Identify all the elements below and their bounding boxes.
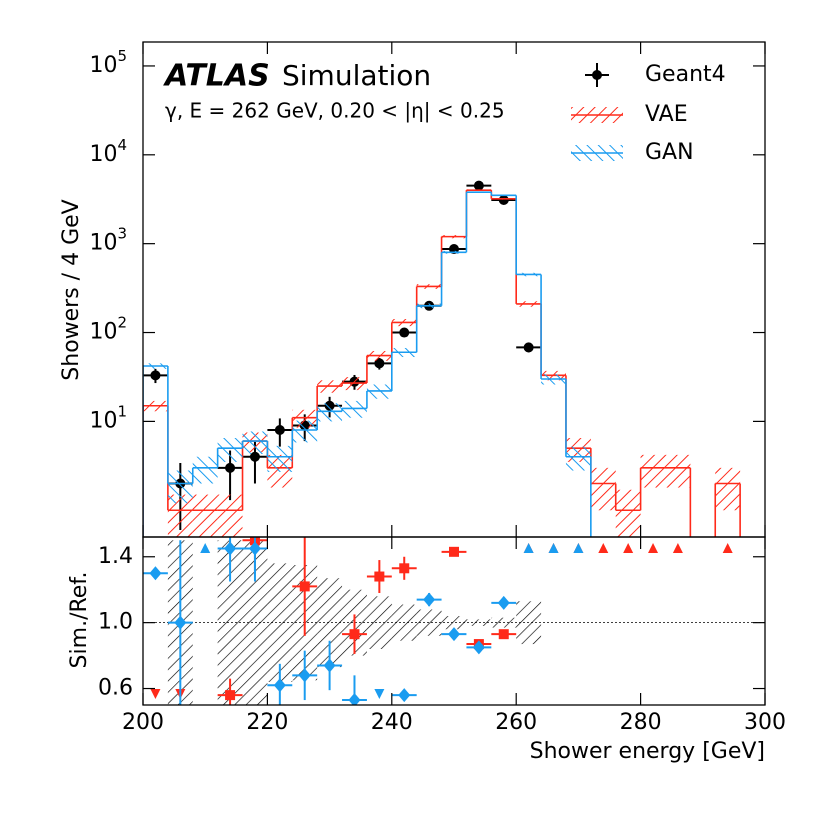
x-tick-label: 280 — [620, 710, 662, 735]
y-tick-label: 102 — [89, 313, 127, 345]
data-point — [523, 342, 534, 353]
uncertainty-band — [715, 467, 741, 511]
ratio-point — [225, 690, 236, 701]
data-point — [150, 370, 161, 381]
atlas-label: ATLAS — [163, 59, 270, 94]
ratio-point — [273, 678, 286, 693]
tick-base: 10 — [89, 320, 117, 345]
overflow-arrow-up — [648, 543, 659, 553]
uncertainty-band — [342, 400, 367, 418]
uncertainty-band — [192, 494, 218, 537]
y-tick-label: 1.4 — [98, 544, 133, 569]
uncertainty-band — [665, 454, 691, 488]
ratio-point — [423, 592, 436, 607]
overflow-arrow-up — [523, 543, 534, 553]
x-tick-label: 300 — [744, 710, 786, 735]
overflow-arrow-down — [150, 689, 161, 699]
data-point — [473, 180, 484, 191]
y-tick-label: 105 — [89, 46, 127, 78]
overflow-arrow-up — [200, 543, 211, 553]
ratio-plot — [143, 537, 765, 705]
y-tick-label: 103 — [89, 224, 127, 256]
tick-power: 1 — [117, 402, 127, 420]
simulation-label: Simulation — [282, 59, 431, 92]
uncertainty-band — [640, 454, 666, 488]
overflow-arrow-down — [374, 689, 385, 699]
tick-base: 10 — [89, 231, 117, 256]
ratio-point — [323, 658, 336, 673]
uncertainty-band — [217, 438, 243, 462]
ratio-point — [299, 581, 310, 592]
ratio-point — [349, 629, 360, 640]
ratio-point — [399, 563, 410, 574]
step-connector — [143, 190, 741, 537]
ratio-point — [298, 668, 311, 683]
uncertainty-band — [292, 420, 318, 443]
uncertainty-band — [615, 489, 641, 537]
uncertainty-band — [242, 431, 268, 454]
data-point — [225, 462, 236, 473]
main-plot — [143, 180, 741, 537]
uncertainty-band — [267, 445, 293, 472]
y-tick-label: 0.6 — [98, 676, 133, 701]
reference-band — [441, 616, 467, 630]
tick-power: 2 — [117, 313, 127, 331]
tick-power: 4 — [117, 135, 127, 153]
x-axis-label: Shower energy [GeV] — [530, 739, 765, 764]
uncertainty-band — [565, 446, 591, 471]
ratio-point — [348, 693, 361, 705]
overflow-arrow-up — [672, 543, 683, 553]
step-connector — [143, 192, 592, 537]
legend-symbol — [592, 70, 602, 80]
ratio-point — [398, 688, 411, 703]
data-point — [274, 425, 285, 436]
legend-label: VAE — [645, 102, 688, 127]
tick-base: 10 — [89, 53, 117, 78]
ratio-point — [449, 546, 459, 557]
x-tick-label: 260 — [495, 710, 537, 735]
ratio-frame — [142, 536, 766, 706]
legend-label: GAN — [645, 140, 694, 165]
tick-base: 10 — [89, 142, 117, 167]
data-point — [498, 195, 509, 206]
ratio-point — [497, 595, 510, 610]
y-tick-label: 104 — [89, 135, 127, 167]
ratio-point — [224, 541, 237, 556]
reference-band — [466, 619, 492, 626]
ratio-point — [149, 566, 162, 581]
ratio-point — [174, 615, 187, 630]
overflow-arrow-up — [722, 543, 733, 553]
uncertainty-band — [590, 467, 616, 511]
overflow-arrow-up — [623, 543, 634, 553]
x-tick-label: 240 — [371, 710, 413, 735]
overflow-arrow-up — [598, 543, 609, 553]
uncertainty-band — [317, 403, 343, 422]
tick-base: 10 — [89, 408, 117, 433]
ratio-point — [248, 541, 261, 556]
overflow-arrow-up — [548, 543, 559, 553]
y-tick-label: 1.0 — [98, 610, 133, 635]
ratio-point — [374, 571, 385, 582]
uncertainty-band — [217, 494, 243, 537]
overflow-arrow-up — [573, 543, 584, 553]
ratio-point — [498, 629, 509, 640]
tick-power: 5 — [117, 46, 127, 64]
x-tick-label: 200 — [122, 710, 164, 735]
ratio-point — [472, 640, 485, 655]
y-axis-label: Showers / 4 GeV — [59, 199, 84, 380]
ratio-y-axis-label: Sim./Ref. — [67, 572, 92, 669]
ratio-point — [448, 627, 460, 642]
y-tick-label: 101 — [89, 402, 127, 434]
uncertainty-band — [192, 456, 218, 484]
x-tick-label: 220 — [246, 710, 288, 735]
data-point — [399, 327, 410, 338]
annotation: γ, E = 262 GeV, 0.20 < |η| < 0.25 — [165, 99, 505, 123]
uncertainty-band — [167, 470, 193, 504]
legend-label: Geant4 — [645, 62, 726, 87]
data-point — [249, 451, 260, 462]
tick-power: 3 — [117, 224, 127, 242]
